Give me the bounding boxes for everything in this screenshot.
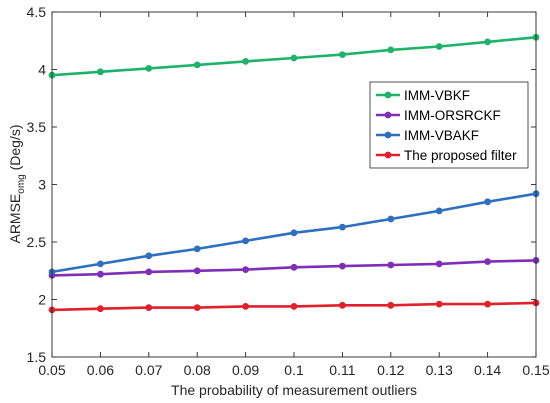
data-point <box>193 61 201 69</box>
x-axis-title: The probability of measurement outliers <box>171 382 417 398</box>
y-tick-label: 2.5 <box>27 234 47 250</box>
data-point <box>242 237 250 245</box>
data-point <box>290 54 298 62</box>
y-axis-title: ARMSEomg (Deg/s) <box>7 124 27 243</box>
series-1 <box>48 257 540 279</box>
data-point <box>242 303 250 310</box>
x-tick-label: 0.08 <box>184 362 211 378</box>
legend-box <box>369 81 529 169</box>
data-point <box>387 215 395 223</box>
data-point <box>193 267 201 275</box>
axes: 0.05 0.06 0.07 0.08 0.09 0.1 0.11 0.12 0.13 0.14 0… <box>27 4 550 378</box>
data-point <box>145 65 153 72</box>
x-tick-label: 0.07 <box>135 362 162 378</box>
data-point <box>339 262 346 270</box>
y-tick-label: 2 <box>38 292 46 308</box>
data-point <box>145 252 153 260</box>
data-point <box>435 260 443 268</box>
data-point <box>242 58 250 65</box>
data-point <box>484 300 491 308</box>
series-3 <box>48 299 540 314</box>
x-tick-label: 0.14 <box>474 362 501 378</box>
x-tick-label: 0.06 <box>87 362 114 378</box>
data-point <box>339 51 346 58</box>
y-tick-label: 3.5 <box>27 119 47 135</box>
data-point <box>387 46 395 54</box>
legend-label: The proposed filter <box>404 148 517 163</box>
legend-swatch-marker <box>384 151 392 159</box>
series-2 <box>48 190 540 276</box>
series-layer <box>48 33 540 314</box>
y-axis-title-subscript: omg <box>16 174 27 193</box>
data-point <box>97 260 104 268</box>
legend-entry: The proposed filter <box>376 148 517 163</box>
data-point <box>290 303 298 310</box>
legend-entry: IMM-VBAKF <box>376 128 479 143</box>
data-point <box>242 266 250 273</box>
legend-entry: IMM-ORSRCKF <box>376 108 501 123</box>
legend-swatch-marker <box>384 131 392 139</box>
data-point <box>435 43 443 50</box>
x-tick-label: 0.13 <box>426 362 453 378</box>
legend-swatch-marker <box>384 91 392 99</box>
data-point <box>339 301 346 309</box>
y-tick-label: 4 <box>38 62 46 78</box>
data-point <box>97 68 104 76</box>
data-point <box>290 263 298 271</box>
data-point <box>193 304 201 311</box>
y-axis-title-unit: (Deg/s) <box>7 124 23 174</box>
data-point <box>145 268 153 276</box>
y-tick-label: 3 <box>38 177 46 193</box>
x-tick-label: 0.1 <box>284 362 304 378</box>
y-axis-title-main: ARMSE <box>7 194 23 244</box>
x-tick-label: 0.15 <box>522 362 549 378</box>
data-point <box>484 38 491 46</box>
legend-entry: IMM-VBKF <box>376 88 470 103</box>
legend: IMM-VBKF IMM-ORSRCKF IMM-VBAKF The proposed… <box>369 81 529 169</box>
data-point <box>145 304 153 311</box>
legend-label: IMM-VBAKF <box>404 128 479 143</box>
data-point <box>387 301 395 309</box>
legend-swatch-marker <box>384 111 392 119</box>
x-tick-label: 0.05 <box>38 362 65 378</box>
data-point <box>97 270 104 278</box>
legend-label: IMM-VBKF <box>404 88 470 103</box>
data-point <box>97 305 104 313</box>
y-tick-label: 1.5 <box>27 349 47 365</box>
y-tick-label: 4.5 <box>27 4 47 20</box>
x-tick-label: 0.11 <box>329 362 355 378</box>
series-0 <box>48 33 540 79</box>
x-tick-label: 0.12 <box>377 362 404 378</box>
data-point <box>435 207 443 215</box>
data-point <box>484 258 491 265</box>
data-point <box>435 300 443 308</box>
data-point <box>193 245 201 253</box>
legend-label: IMM-ORSRCKF <box>404 108 501 123</box>
data-point <box>387 261 395 269</box>
data-point <box>290 229 298 237</box>
data-point <box>339 223 346 231</box>
x-tick-label: 0.09 <box>232 362 259 378</box>
data-point <box>484 198 491 206</box>
